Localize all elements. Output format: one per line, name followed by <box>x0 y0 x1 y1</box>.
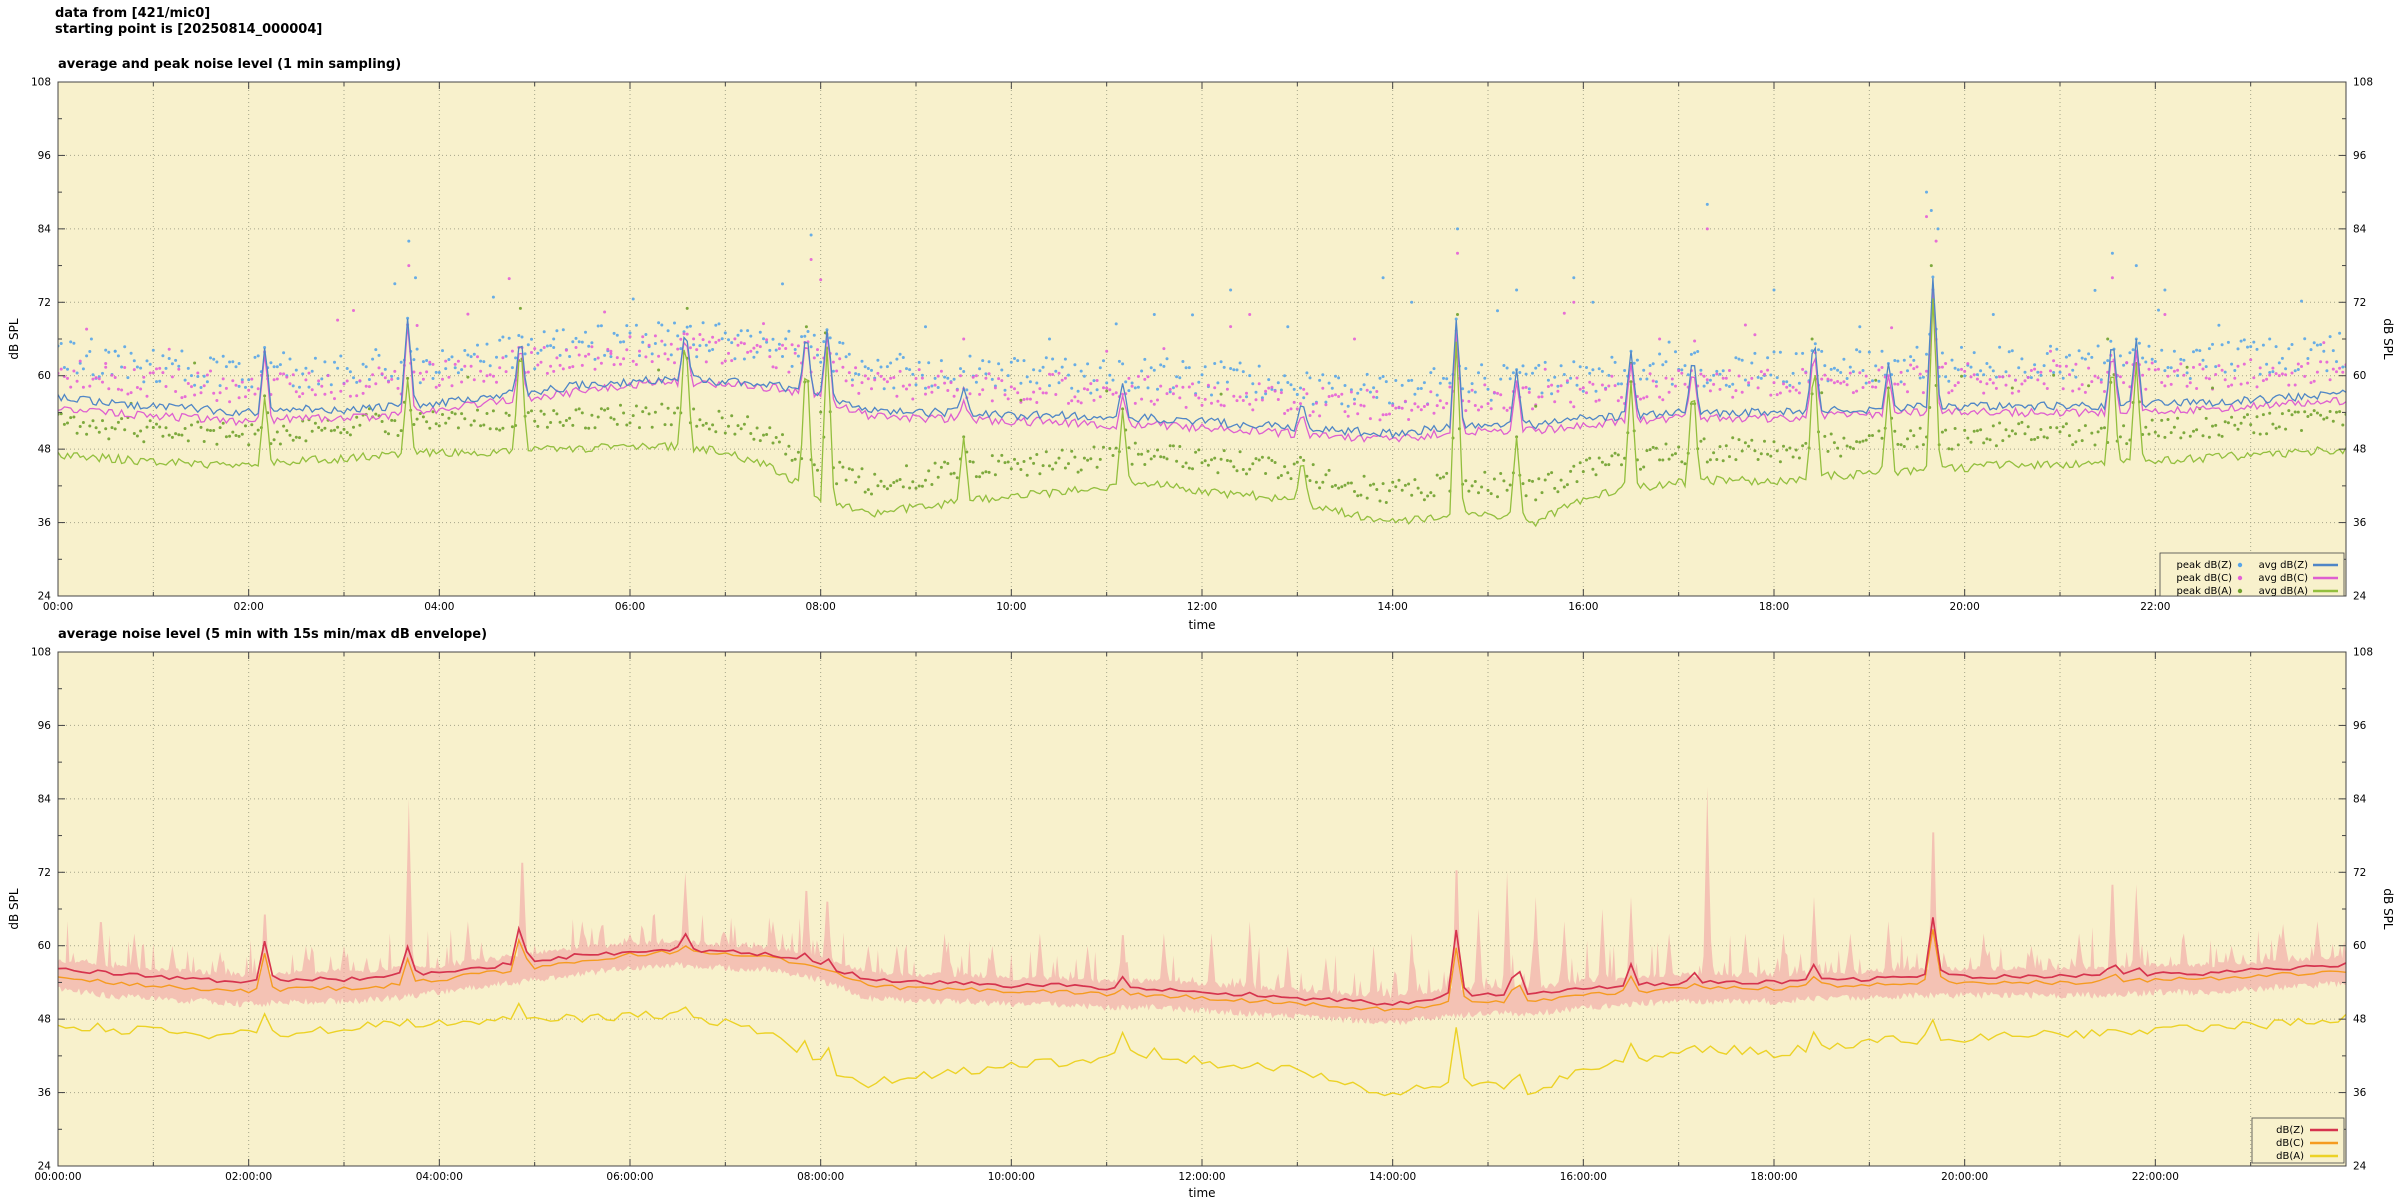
svg-text:60: 60 <box>38 370 51 382</box>
svg-text:18:00: 18:00 <box>1759 601 1789 613</box>
chart2-y2label: dB SPL <box>2381 888 2395 929</box>
svg-text:14:00: 14:00 <box>1378 601 1408 613</box>
chart-1-legend: peak dB(Z) peak dB(C) peak dB(A) avg dB(Z) a… <box>2160 553 2344 597</box>
svg-text:108: 108 <box>31 647 51 659</box>
svg-text:dB(Z): dB(Z) <box>2276 1125 2304 1136</box>
svg-text:22:00: 22:00 <box>2140 601 2170 613</box>
svg-text:72: 72 <box>38 867 51 879</box>
svg-text:dB(C): dB(C) <box>2276 1138 2304 1149</box>
svg-text:96: 96 <box>38 720 52 732</box>
svg-text:84: 84 <box>2353 793 2367 805</box>
noise-level-charts: 00:00 02:00 04:00 06:00 08:00 10:00 12:00 14:00… <box>0 0 2400 1200</box>
svg-text:36: 36 <box>38 1087 52 1099</box>
svg-text:16:00:00: 16:00:00 <box>1560 1171 1607 1183</box>
svg-text:84: 84 <box>2353 223 2367 235</box>
svg-text:06:00:00: 06:00:00 <box>606 1171 653 1183</box>
svg-text:10:00:00: 10:00:00 <box>988 1171 1035 1183</box>
chart1-xlabel: time <box>1188 618 1215 632</box>
svg-text:12:00: 12:00 <box>1187 601 1217 613</box>
svg-text:48: 48 <box>38 444 51 456</box>
svg-text:04:00: 04:00 <box>424 601 454 613</box>
svg-text:24: 24 <box>2353 1161 2367 1173</box>
svg-text:avg dB(A): avg dB(A) <box>2259 586 2309 597</box>
svg-text:108: 108 <box>2353 77 2373 89</box>
svg-text:20:00: 20:00 <box>1950 601 1980 613</box>
svg-text:84: 84 <box>38 223 52 235</box>
svg-text:72: 72 <box>38 297 51 309</box>
chart-2: 00:00:00 02:00:00 04:00:00 06:00:00 08:00:00… <box>31 647 2373 1184</box>
svg-text:08:00: 08:00 <box>806 601 836 613</box>
chart2-ylabel: dB SPL <box>7 888 21 929</box>
svg-text:48: 48 <box>38 1014 51 1026</box>
chart2-title: average noise level (5 min with 15s min/… <box>58 627 487 642</box>
svg-text:04:00:00: 04:00:00 <box>416 1171 463 1183</box>
svg-text:48: 48 <box>2353 444 2366 456</box>
svg-text:36: 36 <box>2353 1087 2367 1099</box>
svg-text:02:00: 02:00 <box>234 601 264 613</box>
svg-text:24: 24 <box>38 591 52 603</box>
svg-text:60: 60 <box>2353 940 2366 952</box>
svg-text:18:00:00: 18:00:00 <box>1750 1171 1797 1183</box>
svg-text:60: 60 <box>2353 370 2366 382</box>
svg-text:24: 24 <box>38 1161 52 1173</box>
svg-text:24: 24 <box>2353 591 2367 603</box>
svg-text:08:00:00: 08:00:00 <box>797 1171 844 1183</box>
svg-text:02:00:00: 02:00:00 <box>225 1171 272 1183</box>
svg-text:06:00: 06:00 <box>615 601 645 613</box>
svg-text:00:00:00: 00:00:00 <box>34 1171 81 1183</box>
svg-text:22:00:00: 22:00:00 <box>2132 1171 2179 1183</box>
chart1-title: average and peak noise level (1 min samp… <box>58 57 401 72</box>
svg-text:84: 84 <box>38 793 52 805</box>
svg-text:20:00:00: 20:00:00 <box>1941 1171 1988 1183</box>
svg-text:96: 96 <box>38 150 52 162</box>
svg-text:10:00: 10:00 <box>996 601 1026 613</box>
svg-text:avg dB(C): avg dB(C) <box>2258 573 2308 584</box>
svg-text:108: 108 <box>31 77 51 89</box>
svg-text:avg dB(Z): avg dB(Z) <box>2259 560 2309 571</box>
svg-text:48: 48 <box>2353 1014 2366 1026</box>
svg-text:peak dB(Z): peak dB(Z) <box>2177 560 2233 571</box>
svg-text:16:00: 16:00 <box>1568 601 1598 613</box>
svg-text:96: 96 <box>2353 720 2367 732</box>
chart2-xlabel: time <box>1188 1186 1215 1200</box>
svg-text:14:00:00: 14:00:00 <box>1369 1171 1416 1183</box>
svg-text:60: 60 <box>38 940 51 952</box>
svg-text:dB(A): dB(A) <box>2276 1151 2304 1162</box>
svg-text:108: 108 <box>2353 647 2373 659</box>
svg-text:peak dB(C): peak dB(C) <box>2176 573 2232 584</box>
svg-text:72: 72 <box>2353 867 2366 879</box>
header-line2: starting point is [20250814_000004] <box>55 22 322 37</box>
chart-1: 00:00 02:00 04:00 06:00 08:00 10:00 12:00 14:00… <box>31 77 2373 614</box>
svg-text:96: 96 <box>2353 150 2367 162</box>
svg-text:12:00:00: 12:00:00 <box>1178 1171 1225 1183</box>
svg-text:72: 72 <box>2353 297 2366 309</box>
svg-text:36: 36 <box>2353 517 2367 529</box>
svg-text:36: 36 <box>38 517 52 529</box>
chart1-y2label: dB SPL <box>2381 318 2395 359</box>
svg-text:peak dB(A): peak dB(A) <box>2177 586 2233 597</box>
header-line1: data from [421/mic0] <box>55 6 210 21</box>
chart-2-legend: dB(Z) dB(C) dB(A) <box>2252 1118 2344 1163</box>
svg-text:00:00: 00:00 <box>43 601 73 613</box>
chart1-ylabel: dB SPL <box>7 318 21 359</box>
